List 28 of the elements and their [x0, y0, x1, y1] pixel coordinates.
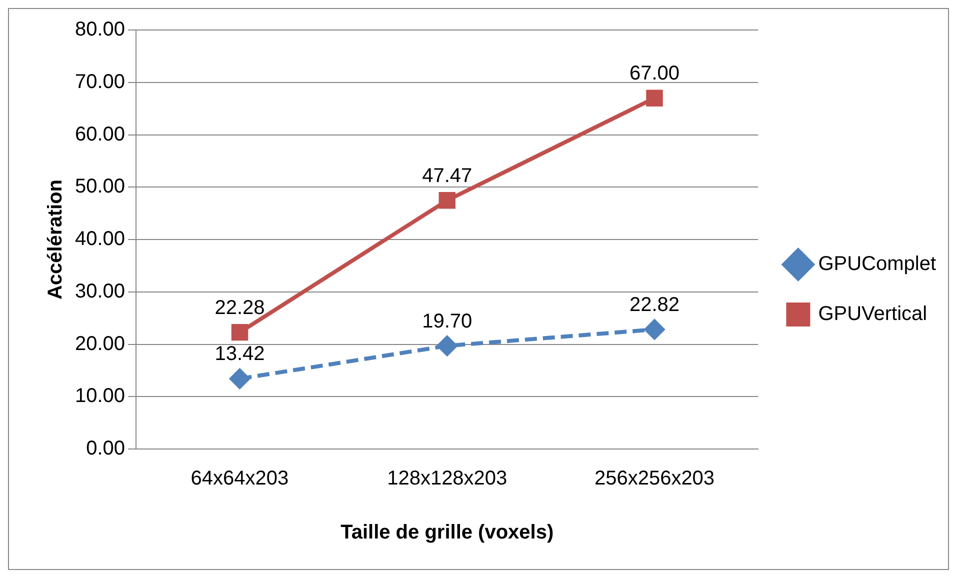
data-label: 22.82: [629, 294, 680, 316]
y-tick-label: 50.00: [74, 176, 126, 198]
x-tick-label: 128x128x203: [387, 468, 508, 490]
data-label: 13.42: [214, 343, 265, 366]
point: [644, 319, 664, 340]
y-tick-label: 80.00: [74, 18, 126, 41]
data-label: 47.47: [422, 164, 472, 187]
y-tick-label: 0.00: [86, 438, 126, 460]
data-label: 67.00: [629, 62, 680, 85]
y-tick-label: 30.00: [74, 280, 126, 302]
point: [230, 368, 250, 389]
y-axis-title: Accélération: [44, 179, 67, 300]
y-tick-label: 10.00: [74, 385, 126, 408]
y-tick-label: 70.00: [74, 70, 126, 93]
point: [437, 336, 458, 356]
data-label: 22.28: [214, 296, 265, 319]
legend-label: GPUComplet: [818, 253, 936, 276]
x-tick-label: 256x256x203: [594, 468, 715, 490]
point: [231, 324, 248, 341]
y-tick-label: 40.00: [74, 228, 126, 250]
y-tick-label: 60.00: [74, 123, 126, 146]
point: [646, 90, 663, 106]
x-tick-label: 64x64x203: [190, 468, 289, 490]
data-label: 19.70: [422, 310, 472, 332]
point: [438, 192, 456, 209]
legend-label: GPUVertical: [818, 303, 928, 326]
x-axis-title: Taille de grille (voxels): [340, 522, 554, 544]
y-tick-label: 20.00: [74, 332, 126, 355]
